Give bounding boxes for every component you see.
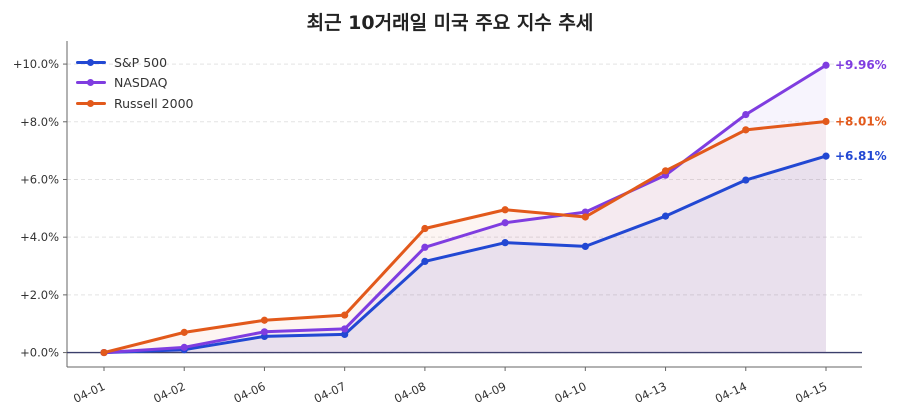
x-tick-label: 04-01 bbox=[71, 379, 107, 406]
data-point bbox=[822, 61, 830, 69]
data-point bbox=[742, 126, 750, 134]
data-point bbox=[501, 206, 509, 214]
data-point bbox=[260, 328, 269, 336]
series-line bbox=[102, 154, 828, 355]
series-line bbox=[102, 119, 828, 355]
series-area bbox=[104, 65, 826, 353]
x-tick-label: 04-13 bbox=[633, 379, 669, 406]
data-point bbox=[260, 316, 269, 324]
end-value-label: +6.81% bbox=[835, 149, 887, 163]
legend-item: Russell 2000 bbox=[76, 93, 194, 114]
end-value-label: +9.96% bbox=[835, 58, 887, 72]
data-point bbox=[661, 167, 670, 175]
y-tick-label: +6.0% bbox=[20, 172, 59, 186]
data-point bbox=[742, 110, 750, 119]
data-point bbox=[581, 213, 589, 221]
data-point bbox=[501, 219, 509, 227]
chart-legend: S&P 500 NASDAQ Russell 2000 bbox=[76, 52, 194, 114]
y-tick-label: +8.0% bbox=[20, 115, 59, 129]
chart-title: 최근 10거래일 미국 주요 지수 추세 bbox=[306, 12, 594, 34]
legend-label: NASDAQ bbox=[114, 75, 168, 91]
legend-swatch bbox=[76, 57, 106, 67]
y-tick-label: +4.0% bbox=[20, 230, 59, 244]
legend-label: Russell 2000 bbox=[114, 95, 194, 111]
series-area bbox=[104, 121, 826, 353]
x-tick-label: 04-06 bbox=[232, 379, 268, 406]
data-point bbox=[421, 257, 429, 266]
x-tick-label: 04-10 bbox=[552, 379, 588, 406]
legend-swatch bbox=[76, 98, 106, 108]
data-point bbox=[180, 328, 188, 336]
x-tick-label: 04-08 bbox=[392, 379, 428, 406]
data-point bbox=[100, 348, 108, 357]
data-point bbox=[421, 243, 429, 251]
series-line bbox=[102, 63, 828, 355]
data-point bbox=[341, 311, 349, 319]
x-tick-label: 04-14 bbox=[713, 379, 749, 406]
data-point bbox=[742, 176, 750, 184]
data-point bbox=[581, 242, 589, 251]
data-point bbox=[822, 117, 830, 126]
data-point bbox=[341, 325, 349, 333]
x-tick-label: 04-02 bbox=[151, 379, 187, 406]
x-tick-label: 04-15 bbox=[793, 379, 829, 406]
x-tick-label: 04-09 bbox=[472, 379, 508, 406]
data-point bbox=[180, 343, 188, 351]
legend-label: S&P 500 bbox=[114, 54, 168, 70]
end-value-label: +8.01% bbox=[835, 114, 887, 128]
y-tick-label: +0.0% bbox=[20, 346, 59, 360]
y-tick-label: +2.0% bbox=[20, 288, 59, 302]
data-point bbox=[501, 239, 509, 247]
legend-item: NASDAQ bbox=[76, 73, 194, 94]
y-tick-label: +10.0% bbox=[13, 57, 59, 71]
data-point bbox=[341, 330, 349, 338]
legend-swatch bbox=[76, 78, 106, 88]
legend-item: S&P 500 bbox=[76, 52, 194, 73]
data-point bbox=[822, 152, 830, 160]
x-tick-label: 04-07 bbox=[312, 379, 348, 406]
data-point bbox=[421, 224, 429, 233]
series-area bbox=[104, 156, 826, 353]
data-point bbox=[661, 212, 670, 220]
